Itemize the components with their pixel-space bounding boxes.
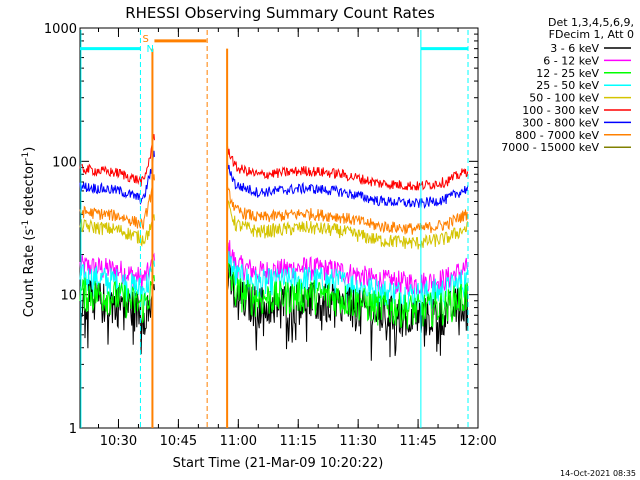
legend-label: 50 - 100 keV [529,92,599,105]
legend-label: 300 - 800 keV [522,116,599,129]
legend-label: 7000 - 15000 keV [501,141,599,154]
x-axis-label: Start Time (21-Mar-09 10:20:22) [173,456,384,471]
plot-area: 1 10 100 1000 10:30 10:45 11:00 11:15 11:30 11:45… [44,22,497,449]
footer-date: 14-Oct-2021 08:35 [560,469,636,478]
series-line-100-300keV [79,134,469,191]
chart-title: RHESSI Observing Summary Count Rates [125,4,435,22]
legend-header-line-1: Det 1,3,4,5,6,9, [548,16,634,29]
saa-flag-label: S [142,34,148,45]
legend-label: 25 - 50 keV [536,79,599,92]
x-tick-label: 11:15 [280,434,317,449]
x-tick-label: 10:30 [100,434,137,449]
legend-label: 100 - 300 keV [522,104,599,117]
y-tick-label: 10 [60,289,77,304]
y-tick-label: 100 [52,155,77,170]
x-tick-label: 12:00 [459,434,496,449]
y-tick-label: 1000 [44,22,77,37]
series-line-50-100keV [79,199,469,250]
night-flag-label: N [146,44,153,55]
y-axis-label: Count Rate (s-1 detector-1) [21,147,37,318]
legend-label: 6 - 12 keV [543,54,599,67]
y-tick-label: 1 [69,422,77,437]
legend-label: 3 - 6 keV [550,42,599,55]
legend-label: 12 - 25 keV [536,67,599,80]
plot-frame [79,27,479,429]
x-tick-label: 10:45 [160,434,197,449]
x-tick-label: 11:00 [220,434,257,449]
legend-label: 800 - 7000 keV [515,129,599,142]
x-tick-label: 11:30 [339,434,376,449]
legend-header-line-2: FDecim 1, Att 0 [549,28,634,41]
x-tick-label: 11:45 [399,434,436,449]
series-line-300-800keV [79,150,469,209]
